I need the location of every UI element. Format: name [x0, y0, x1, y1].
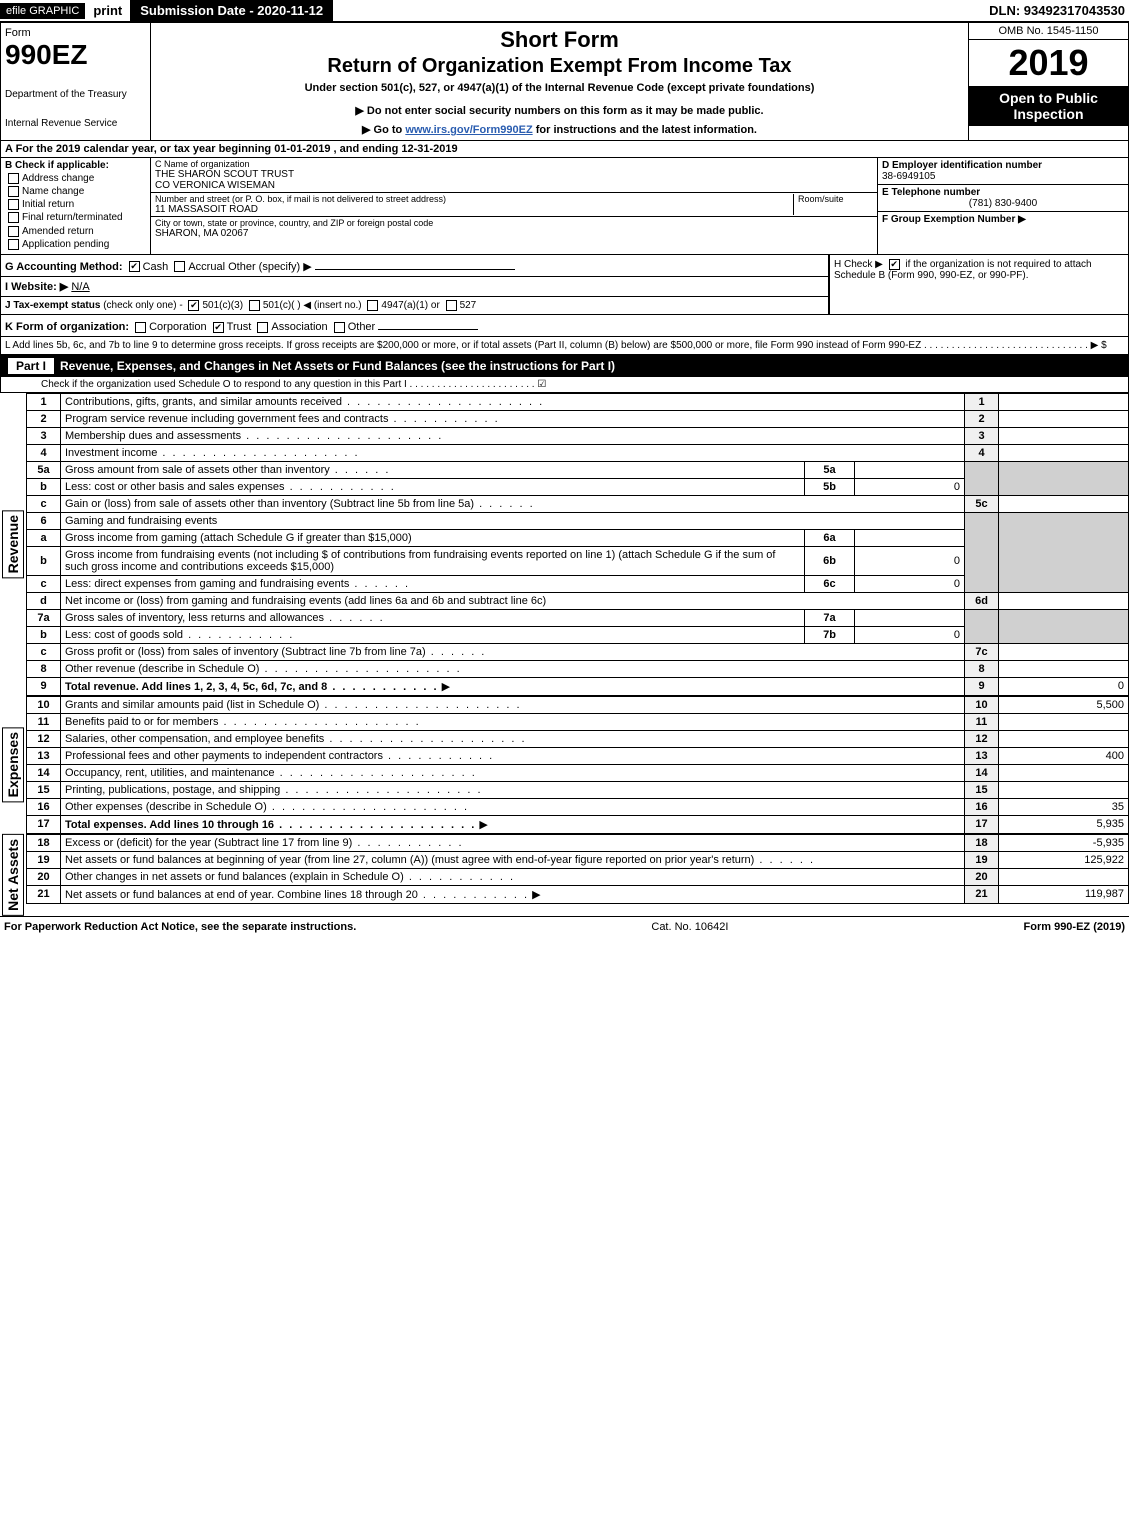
c-street-label: Number and street (or P. O. box, if mail…: [155, 194, 793, 204]
form-header: Form 990EZ Department of the Treasury In…: [0, 22, 1129, 141]
title-short-form: Short Form: [159, 27, 960, 53]
chk-527[interactable]: [446, 300, 457, 311]
subtitle-section: Under section 501(c), 527, or 4947(a)(1)…: [159, 82, 960, 94]
j-label: J Tax-exempt status: [5, 300, 100, 311]
chk-final-return[interactable]: Final return/terminated: [5, 212, 146, 223]
block-bcdef: B Check if applicable: Address change Na…: [0, 158, 1129, 255]
submission-date: Submission Date - 2020-11-12: [130, 0, 333, 21]
org-name-2: CO VERONICA WISEMAN: [155, 180, 873, 191]
part-i-title: Revenue, Expenses, and Changes in Net As…: [60, 359, 1121, 373]
form-number: 990EZ: [5, 39, 146, 71]
g-other-fill[interactable]: [315, 258, 515, 270]
f-group-row: F Group Exemption Number ▶: [878, 212, 1128, 227]
h-pre: H Check ▶: [834, 259, 886, 270]
column-c: C Name of organization THE SHARON SCOUT …: [151, 158, 878, 254]
chk-501c3[interactable]: [188, 300, 199, 311]
top-bar: efile GRAPHIC print Submission Date - 20…: [0, 0, 1129, 22]
chk-association[interactable]: [257, 322, 268, 333]
f-group-label: F Group Exemption Number ▶: [882, 214, 1124, 225]
e-phone-value: (781) 830-9400: [882, 198, 1124, 209]
chk-application-pending[interactable]: Application pending: [5, 239, 146, 250]
print-label[interactable]: print: [85, 1, 130, 20]
omb-number: OMB No. 1545-1150: [969, 23, 1128, 40]
org-city: SHARON, MA 02067: [155, 228, 873, 239]
chk-corporation[interactable]: [135, 322, 146, 333]
line-l: L Add lines 5b, 6c, and 7b to line 9 to …: [0, 337, 1129, 355]
column-b: B Check if applicable: Address change Na…: [1, 158, 151, 254]
chk-trust[interactable]: [213, 322, 224, 333]
c-room-label: Room/suite: [798, 194, 873, 204]
footer-left: For Paperwork Reduction Act Notice, see …: [4, 921, 356, 933]
title-return: Return of Organization Exempt From Incom…: [159, 55, 960, 78]
open-inspection: Open to Public Inspection: [969, 86, 1128, 126]
dept-label: Department of the Treasury: [5, 89, 146, 100]
footer-mid: Cat. No. 10642I: [356, 921, 1023, 933]
chk-initial-return[interactable]: Initial return: [5, 199, 146, 210]
dln-label: DLN: 93492317043530: [989, 3, 1129, 18]
d-ein-row: D Employer identification number 38-6949…: [878, 158, 1128, 185]
line-i: I Website: ▶ N/A: [0, 277, 829, 297]
c-city-label: City or town, state or province, country…: [155, 218, 873, 228]
j-note: (check only one) -: [103, 300, 182, 311]
org-street: 11 MASSASOIT ROAD: [155, 204, 793, 215]
chk-accrual[interactable]: [174, 261, 185, 272]
e-phone-row: E Telephone number (781) 830-9400: [878, 185, 1128, 212]
net-assets-section: Net Assets 18Excess or (deficit) for the…: [0, 834, 1129, 916]
footer-right: Form 990-EZ (2019): [1024, 921, 1125, 933]
org-name-1: THE SHARON SCOUT TRUST: [155, 169, 873, 180]
chk-4947a1[interactable]: [367, 300, 378, 311]
k-label: K Form of organization:: [5, 321, 129, 333]
row-a-taxyear: A For the 2019 calendar year, or tax yea…: [0, 141, 1129, 158]
tax-year: 2019: [969, 40, 1128, 86]
c-street-row: Number and street (or P. O. box, if mail…: [151, 193, 877, 217]
chk-cash[interactable]: [129, 261, 140, 272]
d-ein-value: 38-6949105: [882, 171, 1124, 182]
header-center: Short Form Return of Organization Exempt…: [151, 23, 968, 140]
chk-other-org[interactable]: [334, 322, 345, 333]
expenses-side-label: Expenses: [2, 727, 24, 802]
line-g: G Accounting Method: Cash Accrual Other …: [0, 255, 829, 277]
irs-label: Internal Revenue Service: [5, 118, 146, 129]
g-label: G Accounting Method:: [5, 261, 123, 273]
i-label: I Website: ▶: [5, 281, 68, 293]
column-def: D Employer identification number 38-6949…: [878, 158, 1128, 254]
form-word: Form: [5, 27, 146, 39]
header-left: Form 990EZ Department of the Treasury In…: [1, 23, 151, 140]
chk-schedule-b[interactable]: [889, 259, 900, 270]
page-footer: For Paperwork Reduction Act Notice, see …: [0, 916, 1129, 937]
i-website: N/A: [71, 281, 89, 293]
chk-name-change[interactable]: Name change: [5, 186, 146, 197]
line-k: K Form of organization: Corporation Trus…: [0, 315, 1129, 337]
revenue-table: 1Contributions, gifts, grants, and simil…: [26, 393, 1129, 696]
chk-amended-return[interactable]: Amended return: [5, 226, 146, 237]
efile-label: efile GRAPHIC: [0, 3, 85, 19]
e-phone-label: E Telephone number: [882, 187, 1124, 198]
part-i-note: Check if the organization used Schedule …: [0, 377, 1129, 393]
chk-501c[interactable]: [249, 300, 260, 311]
goto-post: for instructions and the latest informat…: [536, 124, 757, 136]
net-assets-table: 18Excess or (deficit) for the year (Subt…: [26, 834, 1129, 904]
k-other-fill[interactable]: [378, 318, 478, 330]
part-i-header: Part I Revenue, Expenses, and Changes in…: [0, 355, 1129, 377]
subtitle-goto: ▶ Go to www.irs.gov/Form990EZ for instru…: [159, 123, 960, 136]
c-city-row: City or town, state or province, country…: [151, 217, 877, 240]
c-name-label: C Name of organization: [155, 159, 873, 169]
goto-pre: ▶ Go to: [362, 124, 405, 136]
subtitle-ssn: ▶ Do not enter social security numbers o…: [159, 104, 960, 117]
revenue-section: Revenue 1Contributions, gifts, grants, a…: [0, 393, 1129, 696]
d-ein-label: D Employer identification number: [882, 160, 1124, 171]
part-i-label: Part I: [8, 358, 54, 374]
c-name-row: C Name of organization THE SHARON SCOUT …: [151, 158, 877, 193]
net-assets-side-label: Net Assets: [2, 834, 24, 916]
expenses-table: 10Grants and similar amounts paid (list …: [26, 696, 1129, 834]
b-header: B Check if applicable:: [5, 160, 146, 171]
header-right: OMB No. 1545-1150 2019 Open to Public In…: [968, 23, 1128, 140]
line-j: J Tax-exempt status (check only one) - 5…: [0, 297, 829, 315]
irs-link[interactable]: www.irs.gov/Form990EZ: [405, 124, 532, 136]
revenue-side-label: Revenue: [2, 510, 24, 578]
line-h: H Check ▶ if the organization is not req…: [829, 255, 1129, 315]
chk-address-change[interactable]: Address change: [5, 173, 146, 184]
expenses-section: Expenses 10Grants and similar amounts pa…: [0, 696, 1129, 834]
